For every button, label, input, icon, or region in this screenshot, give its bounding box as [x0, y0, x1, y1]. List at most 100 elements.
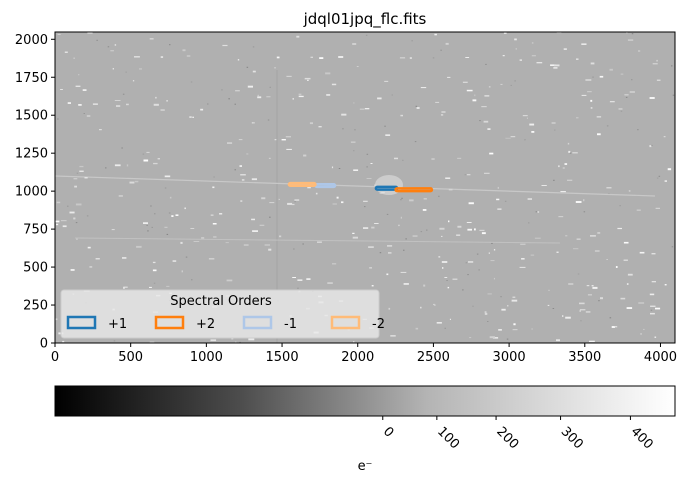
star — [522, 115, 528, 117]
star — [587, 294, 592, 296]
star — [149, 341, 155, 343]
star — [118, 195, 123, 197]
dark-pixel — [190, 81, 193, 83]
satellite-trail — [55, 175, 656, 197]
star — [84, 177, 88, 179]
star — [615, 266, 618, 268]
star — [352, 43, 357, 45]
dark-pixel — [113, 340, 116, 342]
star — [75, 203, 82, 206]
star — [297, 279, 303, 281]
y-tick-label: 2000 — [15, 33, 48, 48]
star — [501, 308, 506, 311]
star — [55, 220, 60, 223]
star — [536, 62, 543, 64]
star — [374, 223, 379, 224]
star — [564, 163, 568, 165]
star — [468, 202, 474, 205]
dark-pixel — [405, 238, 407, 240]
star — [268, 248, 272, 251]
star — [129, 181, 135, 184]
star — [422, 209, 427, 211]
star — [89, 266, 93, 268]
dark-pixel — [510, 84, 512, 86]
dark-pixel — [444, 327, 446, 329]
star — [296, 35, 300, 38]
star — [251, 218, 255, 221]
dark-pixel — [438, 195, 440, 197]
dark-pixel — [168, 212, 171, 214]
star — [548, 289, 550, 291]
star — [212, 186, 215, 189]
star — [353, 341, 355, 343]
dark-pixel — [76, 172, 79, 174]
star — [149, 286, 152, 288]
y-tick-label: 1250 — [15, 147, 48, 162]
star — [505, 137, 511, 139]
dark-pixel — [105, 167, 107, 169]
star — [75, 85, 81, 87]
star — [556, 251, 559, 253]
star — [649, 97, 655, 99]
star — [246, 153, 249, 155]
star — [304, 77, 311, 80]
star — [462, 81, 468, 83]
dark-pixel — [269, 86, 271, 88]
star — [590, 99, 593, 102]
dark-pixel — [631, 79, 633, 81]
star — [445, 42, 449, 45]
colorbar: 0 100 200 300 400 e⁻ — [54, 385, 676, 474]
star — [212, 223, 217, 225]
star — [238, 139, 243, 141]
dark-pixel — [598, 300, 600, 302]
star — [520, 243, 526, 245]
star — [186, 55, 191, 57]
star — [444, 277, 448, 278]
star — [456, 234, 461, 236]
star — [496, 198, 500, 201]
star — [292, 98, 294, 100]
star — [356, 66, 359, 67]
star — [447, 76, 451, 78]
star — [78, 74, 80, 76]
star — [341, 201, 344, 204]
star — [447, 286, 450, 289]
star — [575, 201, 582, 203]
dark-pixel — [524, 139, 526, 141]
legend-label: +1 — [108, 317, 127, 332]
legend: Spectral Orders +1 +2 -1 -2 — [60, 289, 385, 339]
dark-pixel — [403, 249, 405, 251]
dark-pixel — [150, 205, 152, 207]
star — [590, 235, 596, 237]
dark-pixel — [353, 150, 355, 152]
star — [326, 94, 331, 96]
legend-entries: +1 +2 -1 -2 — [66, 315, 385, 332]
star — [537, 211, 540, 213]
star — [143, 222, 148, 224]
star — [143, 159, 149, 162]
dark-pixel — [365, 34, 368, 36]
colorbar-tick-label: 0 — [380, 424, 396, 440]
star — [497, 186, 499, 189]
star — [500, 83, 503, 85]
star — [474, 94, 476, 97]
legend-swatch — [154, 315, 185, 330]
star — [487, 128, 491, 130]
star — [579, 309, 586, 311]
star — [521, 258, 525, 260]
dark-pixel — [338, 168, 341, 169]
dark-pixel — [354, 129, 356, 131]
dark-pixel — [464, 174, 467, 176]
star — [553, 64, 560, 67]
star — [139, 68, 142, 70]
star — [587, 91, 592, 93]
star — [157, 158, 160, 160]
star — [134, 180, 139, 183]
star — [237, 59, 240, 61]
star — [76, 238, 78, 240]
star — [266, 96, 271, 98]
star — [531, 131, 535, 133]
star — [531, 55, 536, 57]
star — [442, 267, 444, 269]
